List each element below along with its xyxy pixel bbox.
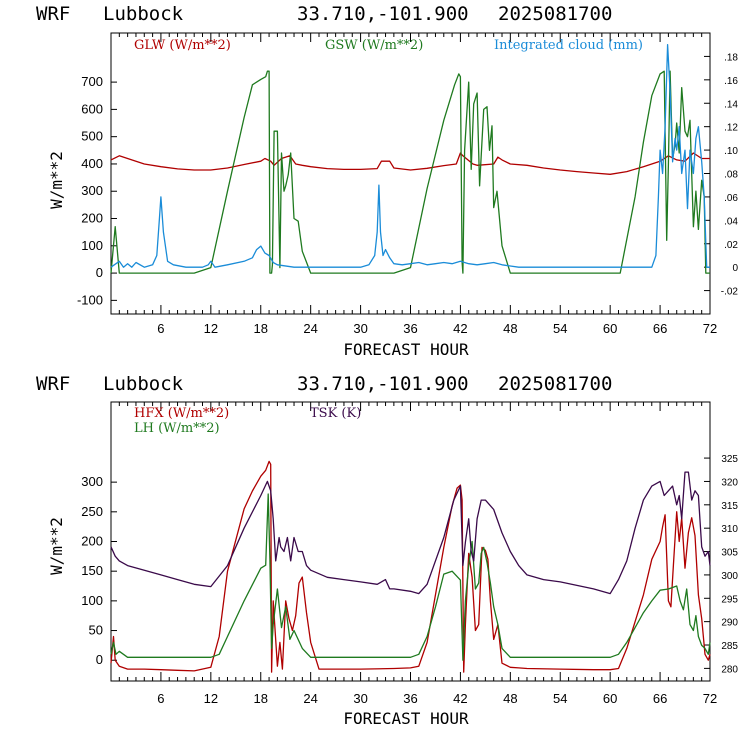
chart2-tick-layer: 6 12 18 24 30 36 42 48 54 60 66 72 0 50 100 150 200 250 30… (81, 402, 738, 706)
chart1-y2tick-label: .02 (724, 240, 738, 251)
chart2-y2tick-label: 280 (721, 664, 738, 675)
chart2-frame (110, 401, 711, 682)
chart2-xtick-label: 72 (703, 691, 717, 706)
chart1-coords: 33.710,-101.900 (297, 3, 469, 25)
chart2-ytick-label: 250 (81, 504, 103, 519)
chart1-y2tick-label: .10 (724, 146, 738, 157)
chart2-surface-flux: 6 12 18 24 30 36 42 48 54 60 66 72 0 50 100 150 200 250 30… (47, 401, 738, 728)
chart1-ytick-label: 700 (81, 74, 103, 89)
chart1-radiation-cloud: 6 12 18 24 30 36 42 48 54 60 66 72 -100 0 100 200 300 400… (47, 32, 738, 359)
chart1-ytick-label: 300 (81, 183, 103, 198)
chart2-y2tick-label: 305 (721, 548, 738, 559)
chart1-xtick-label: 36 (403, 321, 417, 336)
chart2-xtick-label: 42 (453, 691, 467, 706)
chart1-y2tick-label: .08 (724, 170, 738, 181)
chart2-series-line-0 (110, 460, 711, 673)
chart2-xtick-label: 60 (603, 691, 617, 706)
chart2-y2tick-label: 325 (721, 454, 738, 465)
chart1-init: 2025081700 (498, 3, 612, 25)
chart1-header: WRF Lubbock 33.710,-101.900 2025081700 (36, 3, 612, 25)
chart1-xtick-label: 12 (204, 321, 218, 336)
legend-hfx: HFX (W/m**2) (134, 406, 229, 421)
chart1-xtick-label: 54 (553, 321, 567, 336)
chart2-ytick-label: 100 (81, 593, 103, 608)
legend-gsw: GSW (W/m**2) (325, 38, 423, 53)
chart1-ytick-label: 500 (81, 129, 103, 144)
chart2-series-line-2 (110, 471, 711, 595)
chart1-xtick-label: 66 (653, 321, 667, 336)
chart2-xtick-label: 30 (353, 691, 367, 706)
chart2-y2tick-label: 300 (721, 571, 738, 582)
chart1-series-layer (110, 44, 710, 274)
chart1-y2tick-label: .14 (724, 99, 738, 110)
chart1-series-line-2 (110, 44, 710, 268)
chart2-location: Lubbock (103, 373, 184, 395)
chart1-xtick-label: 60 (603, 321, 617, 336)
chart2-y2tick-label: 320 (721, 477, 738, 488)
chart1-ytick-label: -100 (77, 292, 103, 307)
chart2-xtick-label: 36 (403, 691, 417, 706)
chart1-series-line-0 (110, 152, 710, 175)
chart2-y2tick-label: 290 (721, 618, 738, 629)
chart2-ytick-label: 150 (81, 563, 103, 578)
chart1-ytick-label: 200 (81, 211, 103, 226)
chart2-y2tick-label: 310 (721, 524, 738, 535)
chart2-y2tick-label: 285 (721, 641, 738, 652)
chart1-ytick-label: 600 (81, 101, 103, 116)
chart1-xtick-label: 6 (157, 321, 164, 336)
chart1-xtick-label: 24 (303, 321, 317, 336)
chart2-ytick-label: 200 (81, 534, 103, 549)
chart1-y2tick-label: .16 (724, 76, 738, 87)
chart2-xtick-label: 18 (254, 691, 268, 706)
chart2-series-layer (110, 460, 711, 673)
chart2-model: WRF (36, 373, 70, 395)
legend-tsk: TSK (K) (310, 406, 361, 421)
chart2-ytick-label: 300 (81, 474, 103, 489)
legend-glw: GLW (W/m**2) (134, 38, 231, 53)
chart2-ytick-label: 0 (96, 652, 103, 667)
chart2-ytick-label: 50 (89, 623, 103, 638)
chart1-xtick-label: 72 (703, 321, 717, 336)
chart1-xtick-label: 18 (254, 321, 268, 336)
chart1-y2tick-label: .12 (724, 123, 738, 134)
chart2-xtick-label: 66 (653, 691, 667, 706)
chart2-y2tick-label: 295 (721, 594, 738, 605)
chart2-xtick-label: 24 (303, 691, 317, 706)
chart1-xlabel: FORECAST HOUR (343, 340, 469, 359)
chart2-xtick-label: 6 (157, 691, 164, 706)
chart1-y2tick-label: 0 (732, 263, 738, 274)
chart1-tick-layer: 6 12 18 24 30 36 42 48 54 60 66 72 -100 0 100 200 300 400… (77, 33, 738, 336)
chart1-ytick-label: 100 (81, 238, 103, 253)
chart1-xtick-label: 42 (453, 321, 467, 336)
chart2-xtick-label: 48 (503, 691, 517, 706)
chart1-xtick-label: 48 (503, 321, 517, 336)
chart1-model: WRF (36, 3, 70, 25)
chart2-y2tick-label: 315 (721, 501, 738, 512)
chart1-ytick-label: 400 (81, 156, 103, 171)
chart2-init: 2025081700 (498, 373, 612, 395)
chart2-ylabel: W/m**2 (47, 517, 66, 575)
legend-cloud: Integrated cloud (mm) (494, 38, 643, 53)
chart1-y2tick-label: .18 (724, 52, 738, 63)
chart1-location: Lubbock (103, 3, 184, 25)
chart1-y2tick-label: .06 (724, 193, 738, 204)
chart2-coords: 33.710,-101.900 (297, 373, 469, 395)
legend-lh: LH (W/m**2) (134, 421, 220, 436)
chart1-y2tick-label: .04 (724, 216, 738, 227)
chart1-xtick-label: 30 (353, 321, 367, 336)
chart2-xlabel: FORECAST HOUR (343, 709, 469, 728)
chart2-header: WRF Lubbock 33.710,-101.900 2025081700 (36, 373, 612, 395)
chart2-series-line-1 (110, 493, 711, 661)
chart2-xtick-label: 12 (204, 691, 218, 706)
chart2-xtick-label: 54 (553, 691, 567, 706)
chart1-y2tick-label: -.02 (721, 287, 739, 298)
chart1-ylabel: W/m**2 (47, 151, 66, 209)
chart1-ytick-label: 0 (96, 265, 103, 280)
